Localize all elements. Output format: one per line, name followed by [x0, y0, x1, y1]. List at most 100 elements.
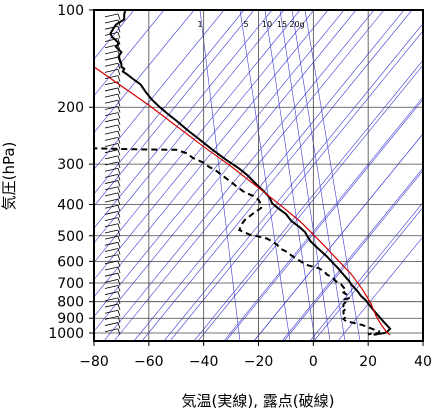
wind-barb: [104, 291, 119, 296]
reference-lines: [94, 10, 423, 341]
wind-barb: [104, 75, 119, 79]
y-tick-label: 700: [57, 276, 84, 292]
wind-barb: [104, 44, 119, 49]
series-line-1: [94, 147, 381, 336]
wind-barbs: [104, 13, 121, 335]
wind-barb: [104, 217, 119, 221]
dry-adiabat-line: [94, 10, 345, 317]
wind-barb-flag: [117, 205, 121, 212]
wind-barb-flag: [117, 180, 121, 187]
wind-barb-flag: [117, 223, 121, 230]
wind-barb: [104, 285, 119, 289]
y-tick-label: 800: [57, 295, 84, 311]
wind-barb: [104, 223, 119, 228]
wind-barb-flag: [117, 266, 121, 274]
wind-barb: [104, 130, 119, 135]
mixing-ratio-line: [199, 10, 241, 341]
dry-adiabat-line: [103, 10, 375, 341]
wind-barb-flag: [117, 229, 121, 237]
moist-adiabat-line: [94, 10, 357, 332]
wind-barb-flag: [117, 112, 121, 119]
wind-barb-flag: [117, 69, 121, 76]
moist-adiabat-line: [309, 201, 423, 341]
moist-adiabat-line: [94, 10, 329, 298]
moist-adiabat-line: [337, 236, 423, 341]
dry-adiabat-line: [223, 96, 423, 341]
wind-barb: [104, 13, 119, 18]
wind-barb: [104, 248, 119, 252]
wind-barb: [104, 260, 119, 265]
wind-barb: [104, 241, 119, 246]
moist-adiabat-line: [281, 167, 423, 341]
x-tick-label: 40: [414, 354, 432, 370]
wind-barb-flag: [117, 211, 121, 218]
wind-barb: [104, 62, 119, 67]
wind-barb-flag: [117, 174, 121, 181]
wind-barb-flag: [117, 32, 121, 39]
mixing-ratio-label: 1: [197, 20, 202, 29]
wind-barb: [104, 297, 119, 302]
mixing-ratio-line: [264, 10, 316, 341]
wind-barb-flag: [117, 279, 121, 286]
wind-barb-flag: [117, 254, 121, 261]
wind-barb: [104, 161, 119, 166]
wind-barb: [104, 143, 119, 147]
x-tick-label: −20: [244, 354, 274, 370]
y-tick-label: 500: [57, 229, 84, 245]
wind-barb-flag: [117, 328, 121, 335]
wind-barb: [104, 50, 119, 55]
wind-barb-flag: [117, 322, 121, 329]
x-tick-label: 20: [359, 354, 377, 370]
wind-barb-flag: [117, 149, 121, 156]
wind-barb-flag: [117, 192, 121, 200]
y-tick-label: 100: [57, 3, 84, 19]
wind-barb: [104, 155, 119, 160]
dry-adiabat-line: [133, 10, 405, 341]
mixing-ratio-line: [291, 10, 346, 341]
wind-barb: [104, 235, 119, 240]
wind-barb: [104, 328, 119, 333]
moist-adiabat-line: [225, 99, 423, 341]
x-tick-label: −40: [189, 354, 219, 370]
wind-barb: [104, 136, 119, 141]
wind-barb: [104, 149, 119, 154]
wind-barb-flag: [117, 297, 121, 305]
wind-barb: [104, 192, 119, 197]
wind-barb: [104, 204, 119, 209]
moist-adiabat-line: [94, 10, 301, 264]
wind-barb-flag: [117, 100, 121, 107]
mixing-ratio-line: [279, 10, 331, 341]
wind-barb: [104, 124, 119, 129]
series-line-2: [94, 66, 391, 336]
dry-adiabat-line: [94, 10, 225, 170]
moist-adiabat-line: [94, 10, 273, 229]
wind-barb-flag: [117, 291, 121, 298]
dry-adiabat-line: [94, 10, 255, 207]
wind-barb-flag: [117, 93, 121, 101]
wind-barb-flag: [117, 13, 121, 20]
wind-barb: [104, 211, 119, 215]
dry-adiabat-line: [193, 59, 423, 341]
y-tick-label: 300: [57, 157, 84, 173]
wind-barb-flag: [117, 217, 121, 224]
wind-barb: [104, 186, 119, 191]
wind-barb-flag: [117, 273, 121, 280]
wind-barb: [104, 118, 119, 123]
y-tick-label: 1000: [48, 326, 84, 342]
wind-barb: [104, 173, 119, 178]
moist-adiabat-line: [197, 64, 423, 341]
mixing-ratio-line: [239, 10, 291, 341]
wind-barb: [104, 93, 119, 98]
mixing-ratio-label: 5: [243, 20, 248, 29]
wind-barb: [104, 69, 119, 73]
moist-adiabat-line: [169, 30, 423, 341]
wind-barb: [104, 266, 119, 271]
wind-barb: [104, 180, 119, 184]
wind-barb: [104, 303, 119, 308]
mixing-ratio-line: [304, 10, 361, 341]
wind-barb-flag: [117, 186, 121, 193]
dry-adiabat-line: [94, 10, 315, 281]
dry-adiabat-line: [163, 23, 423, 341]
